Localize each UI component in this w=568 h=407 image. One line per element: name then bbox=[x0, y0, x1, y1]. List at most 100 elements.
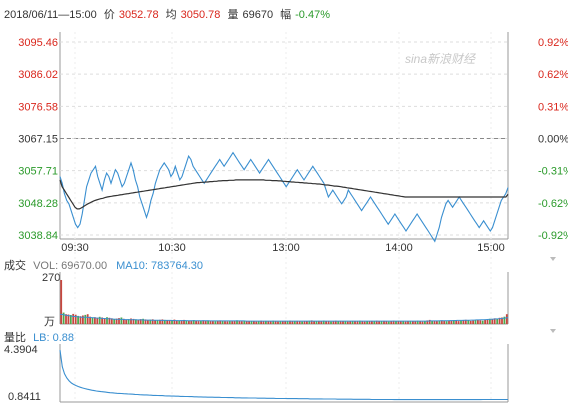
volume-bar bbox=[291, 321, 294, 324]
volume-bar bbox=[503, 316, 506, 324]
volume-bar bbox=[320, 321, 323, 324]
volume-bar bbox=[368, 321, 371, 324]
volume-bar bbox=[120, 317, 123, 324]
volume-bar bbox=[337, 321, 340, 324]
volume-bar bbox=[378, 321, 380, 324]
volume-bar bbox=[178, 320, 181, 324]
volume-bar bbox=[171, 320, 173, 324]
volume-bar bbox=[424, 321, 426, 324]
volume-bar bbox=[486, 319, 489, 324]
volume-bar bbox=[173, 319, 176, 324]
volume-bar bbox=[113, 319, 116, 324]
volume-bar bbox=[330, 321, 332, 324]
volume-bar bbox=[363, 321, 366, 324]
volume-bar bbox=[149, 319, 152, 324]
volume-bar bbox=[339, 320, 342, 324]
price-tick-right: 0.62% bbox=[538, 69, 568, 81]
volume-bar bbox=[327, 321, 330, 324]
volume-bar bbox=[493, 318, 496, 324]
volume-bar bbox=[366, 321, 368, 324]
volume-bar bbox=[151, 319, 154, 324]
volume-bar bbox=[390, 321, 393, 324]
volume-bar bbox=[236, 320, 238, 324]
volume-bar bbox=[501, 317, 503, 324]
volume-bar bbox=[79, 316, 82, 324]
volume-bar bbox=[491, 319, 494, 324]
volume-bar bbox=[399, 321, 402, 324]
volume-bar bbox=[168, 320, 171, 324]
volume-bar bbox=[125, 319, 128, 324]
volume-bar bbox=[190, 320, 193, 324]
volume-bar bbox=[484, 319, 486, 324]
volume-bar bbox=[60, 280, 63, 324]
volume-bar bbox=[289, 320, 291, 324]
volume-bar bbox=[346, 321, 349, 324]
volume-bar bbox=[240, 321, 243, 324]
volume-y-top: 270 bbox=[42, 272, 61, 284]
volume-bar bbox=[419, 321, 421, 324]
volume-bar bbox=[180, 320, 183, 324]
volume-bar bbox=[455, 320, 458, 324]
volume-bar bbox=[74, 314, 77, 324]
volume-bar bbox=[286, 321, 289, 324]
volume-bar bbox=[142, 318, 144, 324]
volume-bar bbox=[387, 321, 390, 324]
volume-bar bbox=[103, 318, 106, 324]
volume-bar bbox=[462, 320, 465, 324]
volume-bar bbox=[245, 321, 248, 324]
volume-bar bbox=[298, 321, 301, 324]
volume-bar bbox=[216, 320, 219, 324]
quote-header: 2018/06/11—15:00 价 3052.78 均 3050.78 量 6967… bbox=[4, 6, 334, 22]
volume-bar bbox=[474, 320, 477, 324]
volume-bar bbox=[310, 320, 313, 324]
volume-bar bbox=[253, 321, 255, 324]
volume-bar bbox=[349, 321, 352, 324]
header-datetime: 2018/06/11—15:00 bbox=[4, 9, 97, 21]
volume-bar bbox=[472, 320, 474, 324]
volume-bar bbox=[414, 321, 417, 324]
volume-bar bbox=[147, 319, 149, 324]
ratio-lb-text: LB: 0.88 bbox=[33, 332, 75, 344]
volume-bar bbox=[212, 321, 214, 324]
volume-bar bbox=[62, 312, 65, 324]
ratio-title: 量比 bbox=[4, 332, 26, 344]
volume-bar bbox=[409, 320, 412, 324]
volume-bar bbox=[96, 317, 99, 324]
volume-bar bbox=[481, 320, 484, 324]
volume-bar bbox=[426, 320, 429, 324]
price-tick-right: -0.92% bbox=[538, 230, 568, 242]
volume-bar bbox=[505, 314, 508, 324]
panel-toggle-icon bbox=[550, 329, 556, 333]
volume-bar bbox=[84, 314, 87, 324]
volume-bar bbox=[274, 321, 277, 324]
volume-bar bbox=[86, 314, 89, 324]
volume-bar bbox=[489, 318, 491, 324]
volume-bar bbox=[313, 321, 315, 324]
header-chg-value: -0.47% bbox=[295, 9, 330, 21]
volume-bar bbox=[221, 320, 224, 324]
volume-vol-text: VOL: 69670.00 bbox=[33, 260, 108, 272]
volume-bar bbox=[175, 320, 178, 324]
volume-bar bbox=[281, 321, 284, 324]
volume-bar bbox=[69, 315, 72, 324]
volume-bar bbox=[361, 321, 364, 324]
volume-bar bbox=[122, 318, 125, 324]
volume-bar bbox=[395, 321, 397, 324]
volume-bar bbox=[267, 321, 270, 324]
volume-bar bbox=[443, 320, 446, 324]
volume-ma-line bbox=[59, 313, 509, 322]
volume-bar bbox=[450, 320, 453, 324]
header-price-value: 3052.78 bbox=[118, 9, 159, 21]
volume-bar bbox=[325, 321, 327, 324]
volume-bar bbox=[342, 321, 344, 324]
volume-bar bbox=[460, 320, 462, 324]
volume-bar bbox=[255, 321, 258, 324]
volume-bar bbox=[238, 320, 241, 324]
price-tick-left: 3067.15 bbox=[18, 134, 58, 146]
volume-bar bbox=[228, 320, 231, 324]
volume-bar bbox=[195, 320, 197, 324]
volume-bar bbox=[139, 319, 142, 324]
volume-bar bbox=[397, 320, 400, 324]
volume-bar bbox=[303, 321, 306, 324]
volume-bar bbox=[469, 320, 472, 324]
